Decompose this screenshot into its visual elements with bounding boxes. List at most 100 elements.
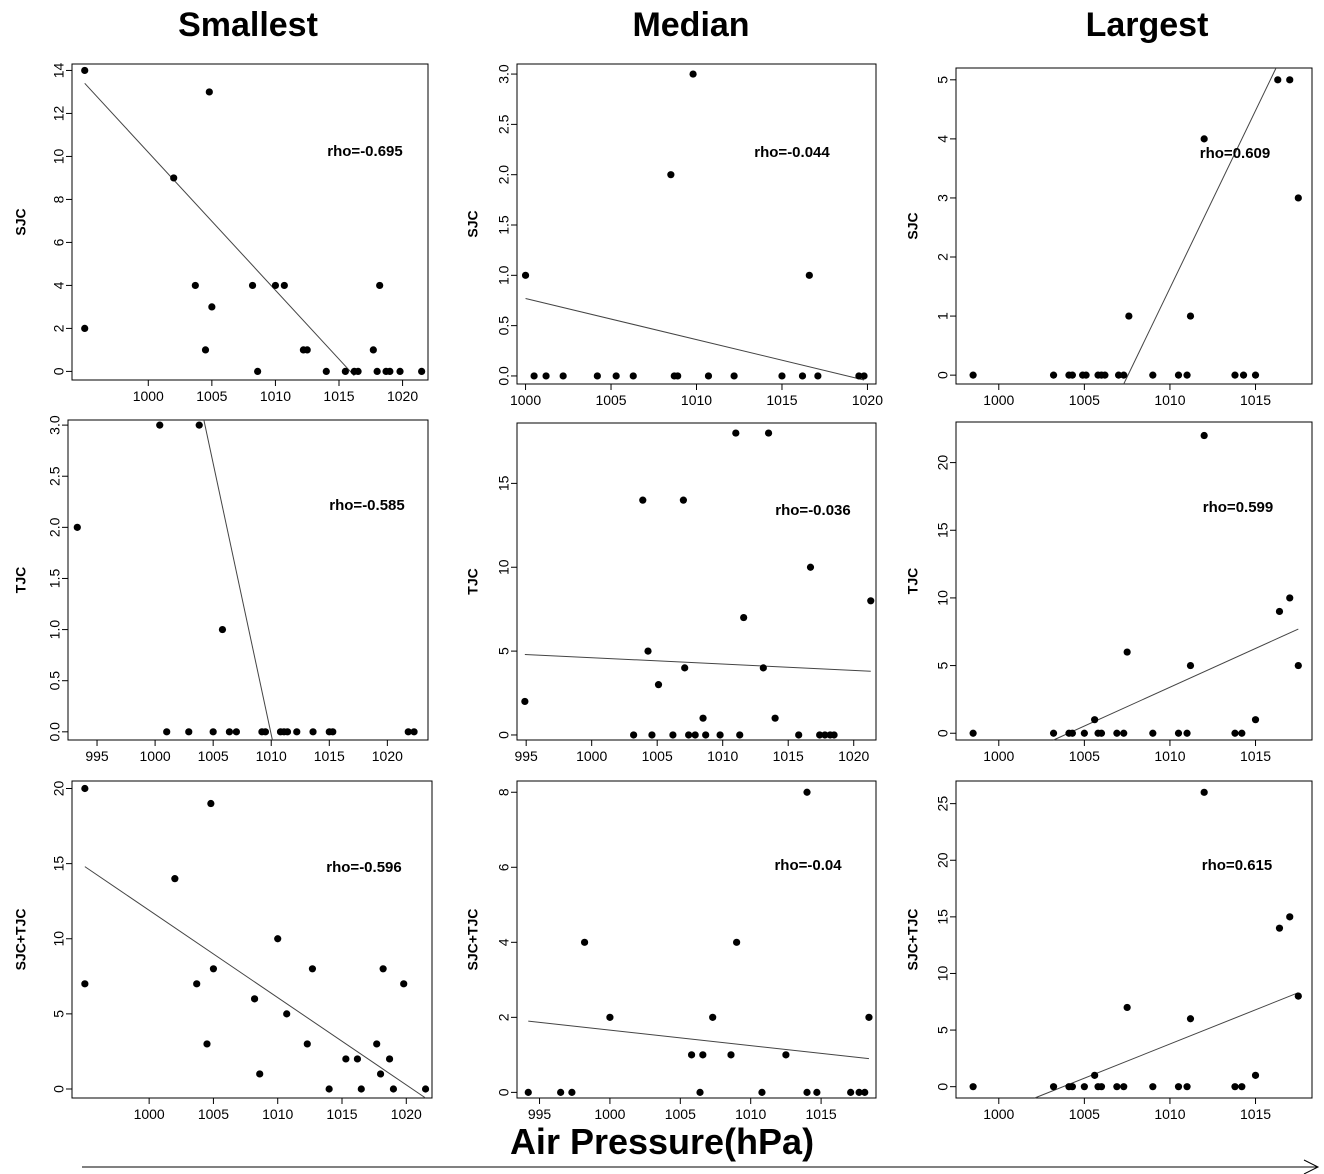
data-point — [1238, 729, 1246, 737]
data-point — [203, 1040, 211, 1048]
data-point — [1049, 1083, 1058, 1091]
data-point — [1275, 924, 1284, 932]
data-point — [373, 1040, 381, 1048]
data-point — [254, 367, 262, 376]
y-tick-label: 0 — [935, 371, 951, 379]
data-point — [81, 784, 89, 793]
x-tick-label: 1015 — [766, 392, 797, 408]
y-tick-label: 1 — [935, 312, 951, 320]
y-tick-label: 10 — [51, 931, 67, 947]
data-point — [1183, 729, 1191, 737]
data-point — [73, 523, 81, 531]
data-point — [674, 372, 682, 380]
data-point — [1200, 135, 1208, 143]
data-point — [803, 1088, 811, 1096]
y-tick-label: 6 — [51, 238, 67, 246]
data-point — [218, 625, 227, 634]
data-point — [1091, 1071, 1099, 1079]
data-point — [865, 1013, 873, 1021]
data-point — [232, 728, 240, 736]
data-point — [389, 1085, 398, 1093]
regression-line — [1034, 992, 1299, 1099]
y-tick-label: 4 — [496, 938, 512, 946]
data-point — [303, 1040, 311, 1048]
data-point — [813, 1088, 821, 1096]
data-point — [293, 728, 301, 736]
y-tick-label: 15 — [935, 909, 951, 925]
data-point — [861, 1088, 869, 1096]
data-point — [542, 372, 550, 380]
regression-line — [84, 866, 426, 1099]
data-point — [195, 421, 203, 429]
x-tick-label: 1000 — [983, 392, 1014, 408]
y-tick-label: 5 — [51, 1010, 67, 1018]
data-point — [376, 281, 384, 290]
data-point — [1174, 371, 1183, 379]
y-tick-label: 2.0 — [47, 517, 63, 537]
data-point — [699, 714, 707, 722]
y-tick-label: 4 — [51, 281, 67, 289]
data-point — [1186, 661, 1195, 670]
rho-annotation: rho=-0.04 — [774, 857, 842, 874]
y-tick-label: 0.5 — [47, 671, 63, 691]
data-point — [421, 1085, 430, 1093]
y-tick-label: 20 — [51, 781, 67, 797]
data-point — [329, 728, 337, 736]
data-point — [1120, 1083, 1128, 1091]
data-point — [170, 174, 178, 182]
data-point — [860, 372, 868, 380]
data-point — [1049, 729, 1058, 737]
y-tick-label: 3.0 — [496, 64, 512, 84]
data-point — [679, 496, 687, 504]
data-point — [612, 372, 620, 380]
data-point — [1183, 371, 1191, 379]
x-tick-label: 1020 — [387, 388, 418, 404]
data-point — [379, 965, 387, 973]
data-point — [1113, 1083, 1121, 1091]
data-point — [1186, 1015, 1195, 1023]
x-tick-label: 995 — [528, 1106, 552, 1122]
y-tick-label: 5 — [935, 661, 951, 669]
y-tick-label: 10 — [51, 148, 67, 164]
x-tick-label: 1015 — [773, 748, 804, 764]
data-point — [687, 1051, 696, 1059]
data-point — [733, 938, 741, 946]
data-point — [1294, 992, 1302, 1000]
data-point — [639, 496, 647, 504]
data-point — [410, 728, 418, 736]
data-point — [1113, 729, 1121, 737]
data-point — [308, 965, 317, 973]
regression-line — [524, 653, 871, 672]
data-point — [557, 1088, 565, 1096]
data-point — [385, 1055, 394, 1063]
data-point — [969, 371, 977, 379]
data-point — [271, 281, 280, 290]
data-point — [261, 728, 270, 736]
data-point — [81, 980, 89, 988]
x-tick-label: 1000 — [594, 1106, 625, 1122]
x-tick-label: 1010 — [262, 1106, 293, 1122]
data-point — [1239, 371, 1248, 379]
y-tick-label: 14 — [51, 62, 67, 78]
data-point — [357, 1085, 365, 1093]
x-tick-label: 1015 — [1240, 392, 1271, 408]
x-tick-label: 1020 — [838, 748, 869, 764]
data-point — [1286, 594, 1294, 602]
data-point — [342, 1055, 350, 1063]
data-point — [1091, 716, 1099, 724]
y-tick-label: 1.0 — [496, 265, 512, 285]
x-tick-label: 1015 — [1240, 1106, 1271, 1122]
data-point — [696, 1088, 704, 1096]
data-point — [208, 303, 216, 311]
data-point — [669, 731, 677, 739]
y-tick-label: 6 — [496, 863, 512, 871]
data-point — [1120, 371, 1128, 379]
x-tick-label: 1010 — [260, 388, 291, 404]
plot-frame — [67, 419, 429, 741]
y-tick-label: 5 — [935, 1026, 951, 1034]
data-point — [1068, 371, 1076, 379]
data-point — [163, 728, 171, 736]
data-point — [524, 1088, 532, 1096]
